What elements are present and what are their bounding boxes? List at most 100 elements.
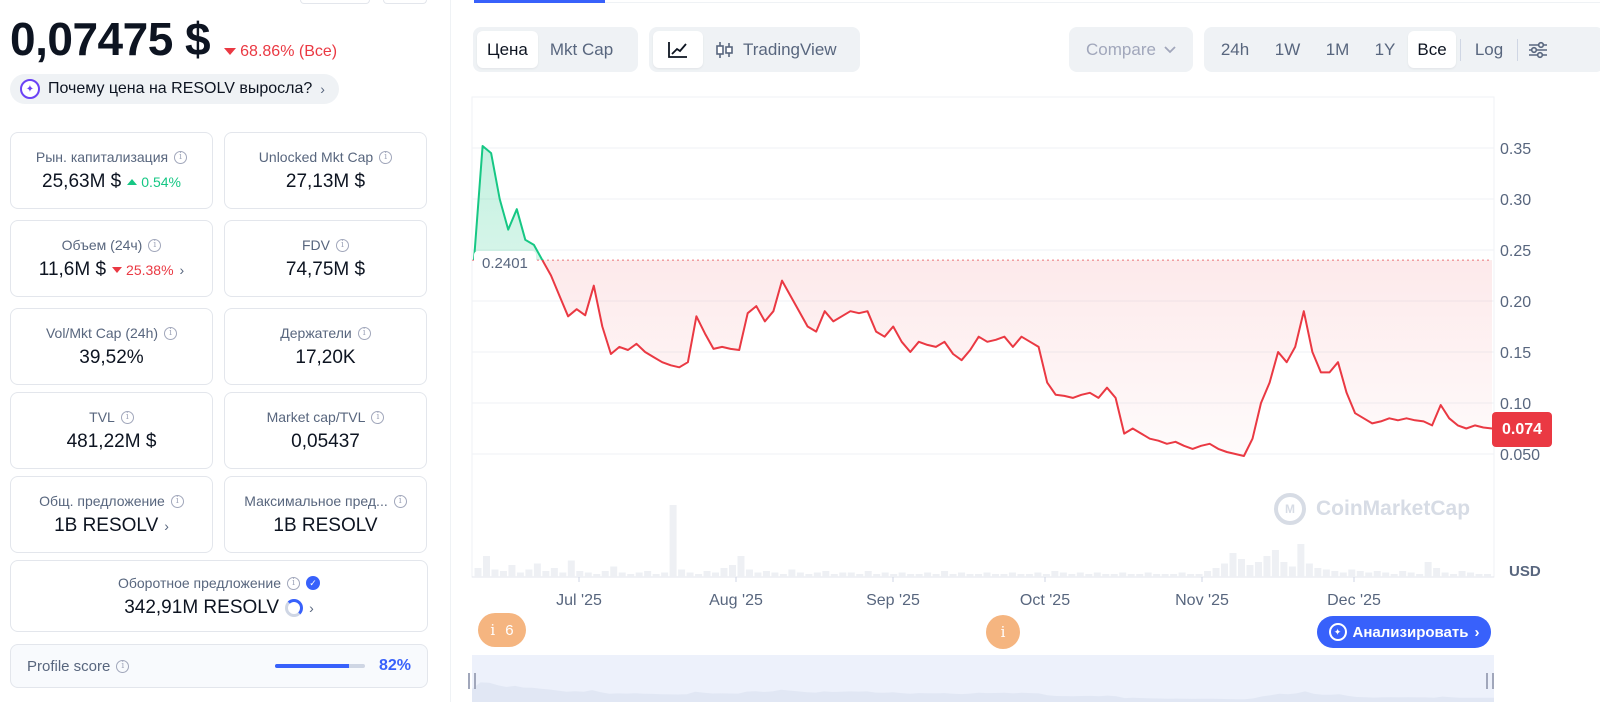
volume-bar bbox=[1424, 562, 1432, 577]
volume-bar bbox=[627, 574, 635, 577]
volume-bar bbox=[1025, 574, 1033, 577]
stat-value: 25,63M $ bbox=[42, 171, 122, 192]
volume-bar bbox=[1416, 574, 1424, 577]
volume-bar bbox=[1144, 572, 1152, 577]
info-icon[interactable]: i bbox=[164, 326, 178, 340]
info-icon[interactable]: i bbox=[371, 410, 385, 424]
volume-bar bbox=[958, 572, 966, 577]
info-icon[interactable]: i bbox=[393, 494, 407, 508]
volume-bar bbox=[847, 572, 855, 577]
volume-bar bbox=[593, 574, 601, 577]
stat-value: 1B RESOLV bbox=[54, 515, 159, 536]
stat-card-volume[interactable]: Объем (24ч) i 11,6M $ 25.38% › bbox=[10, 220, 213, 297]
chart-range-navigator[interactable] bbox=[468, 655, 1494, 702]
volume-bar bbox=[1331, 571, 1339, 577]
info-icon[interactable]: i bbox=[287, 576, 301, 590]
compare-label: Compare bbox=[1086, 39, 1156, 59]
stat-label: Vol/Mkt Cap (24h) bbox=[45, 325, 159, 341]
info-icon[interactable]: i bbox=[120, 410, 134, 424]
volume-bar bbox=[1068, 574, 1076, 577]
chart-settings-button[interactable] bbox=[1518, 40, 1558, 60]
volume-bar bbox=[1178, 572, 1186, 577]
compare-dropdown[interactable]: Compare bbox=[1069, 27, 1193, 72]
info-icon[interactable]: i bbox=[379, 150, 393, 164]
volume-bar bbox=[932, 574, 940, 577]
range-24h[interactable]: 24h bbox=[1220, 39, 1250, 59]
x-tick-label: Sep '25 bbox=[866, 592, 920, 609]
range-1y[interactable]: 1Y bbox=[1374, 39, 1396, 59]
volume-bar bbox=[1110, 574, 1118, 577]
tradingview-button[interactable]: TradingView bbox=[705, 31, 847, 68]
x-axis: Jul '25 Aug '25 Sep '25 Oct '25 Nov '25 Dec '… bbox=[556, 577, 1381, 609]
stat-value: 1B RESOLV bbox=[273, 515, 378, 536]
volume-bar bbox=[983, 572, 991, 577]
volume-bar bbox=[712, 572, 720, 577]
volume-bar bbox=[550, 568, 558, 577]
stat-label: Оборотное предложение bbox=[117, 575, 282, 591]
profile-score[interactable]: Profile score i 82% bbox=[10, 644, 428, 688]
stat-card-total-supply[interactable]: Общ. предложение i 1B RESOLV › bbox=[10, 476, 213, 553]
navigator-left-handle[interactable] bbox=[468, 673, 476, 689]
x-tick-label: Aug '25 bbox=[709, 592, 763, 609]
volume-bar bbox=[669, 505, 677, 577]
event-badge[interactable]: i bbox=[986, 615, 1020, 649]
profile-score-fill bbox=[275, 664, 349, 668]
info-icon[interactable]: i bbox=[116, 659, 130, 673]
volume-bar bbox=[873, 574, 881, 577]
chart-type-toggle: TradingView bbox=[649, 27, 860, 72]
info-icon: i bbox=[490, 621, 496, 639]
chevron-right-icon[interactable]: › bbox=[164, 518, 169, 534]
volume-bar bbox=[1127, 574, 1135, 577]
stat-label: Общ. предложение bbox=[39, 493, 165, 509]
stat-change-value: 25.38% bbox=[126, 262, 174, 278]
why-price-button[interactable]: ✦ Почему цена на RESOLV выросла? › bbox=[10, 74, 339, 104]
chevron-right-icon[interactable]: › bbox=[179, 262, 185, 278]
tab-price[interactable]: Цена bbox=[477, 31, 538, 68]
info-icon[interactable]: i bbox=[148, 238, 162, 252]
volume-bar bbox=[1187, 574, 1195, 577]
volume-bar bbox=[1484, 574, 1491, 577]
line-chart-button[interactable] bbox=[653, 31, 703, 68]
chevron-right-icon: › bbox=[1474, 623, 1480, 641]
y-tick-label: 0.25 bbox=[1500, 243, 1531, 260]
log-scale-button[interactable]: Log bbox=[1474, 39, 1504, 59]
volume-bar bbox=[915, 574, 923, 577]
x-tick-label: Oct '25 bbox=[1020, 592, 1070, 609]
volume-bar bbox=[610, 566, 618, 577]
volume-bar bbox=[991, 574, 999, 577]
range-1m[interactable]: 1M bbox=[1325, 39, 1350, 59]
volume-bar bbox=[601, 571, 609, 577]
volume-bar bbox=[1407, 572, 1415, 577]
volume-bar bbox=[771, 572, 779, 577]
stat-card-circulating-supply[interactable]: Оборотное предложение i ✓ 342,91M RESOLV › bbox=[10, 560, 428, 632]
range-all[interactable]: Все bbox=[1408, 31, 1456, 68]
chevron-right-icon: › bbox=[320, 81, 325, 97]
analyze-button[interactable]: ✦ Анализировать › bbox=[1317, 616, 1491, 648]
info-icon[interactable]: i bbox=[357, 326, 371, 340]
price-line-down bbox=[473, 260, 1493, 457]
info-icon[interactable]: i bbox=[170, 494, 184, 508]
info-icon[interactable]: i bbox=[336, 238, 349, 252]
volume-bar bbox=[695, 574, 703, 577]
range-1w[interactable]: 1W bbox=[1274, 39, 1301, 59]
stat-label: Unlocked Mkt Cap bbox=[258, 149, 374, 165]
stat-card-unlocked-mkt-cap: Unlocked Mkt Cap i 27,13M $ bbox=[224, 132, 427, 209]
volume-bar bbox=[576, 571, 584, 577]
chevron-right-icon[interactable]: › bbox=[309, 600, 314, 616]
cmc-logo-icon: M bbox=[1274, 493, 1306, 525]
stat-card-fdv: FDV i 74,75M $ bbox=[224, 220, 427, 297]
line-chart-icon bbox=[668, 41, 687, 58]
event-badge-cluster[interactable]: i 6 bbox=[478, 613, 526, 647]
tradingview-label: TradingView bbox=[743, 39, 837, 59]
info-icon[interactable]: i bbox=[174, 150, 188, 164]
arrow-up-icon bbox=[127, 179, 138, 185]
stat-card-holders: Держатели i 17,20K bbox=[224, 308, 427, 385]
navigator-right-handle[interactable] bbox=[1486, 673, 1494, 689]
volume-bar bbox=[1161, 574, 1169, 577]
volume-bar bbox=[1322, 569, 1330, 577]
ai-chat-icon: ✦ bbox=[1328, 623, 1347, 641]
volume-bar bbox=[1450, 574, 1458, 577]
tab-mkt-cap[interactable]: Mkt Cap bbox=[549, 39, 614, 59]
supply-ring-icon bbox=[285, 599, 304, 617]
